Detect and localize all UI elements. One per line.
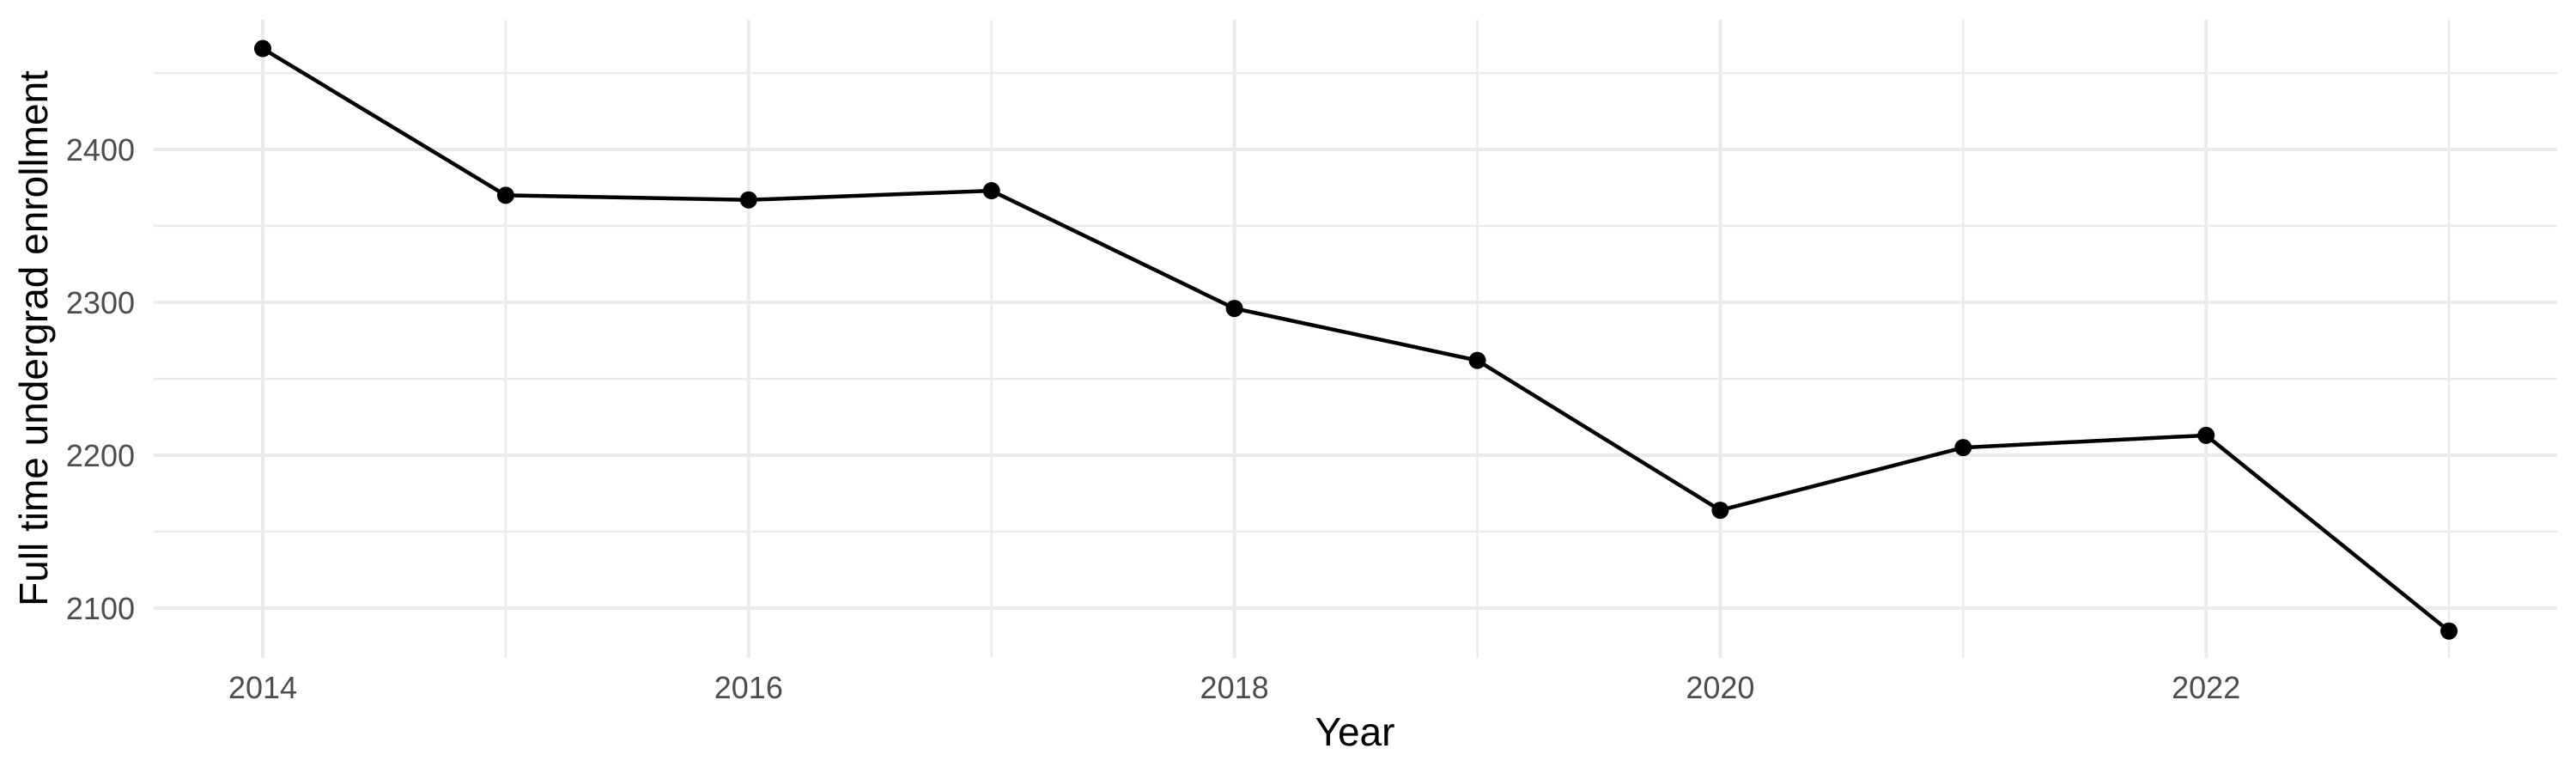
data-point-2019 [1468,351,1486,369]
data-series [254,40,2458,640]
data-point-2014 [254,40,271,58]
x-tick-label: 2014 [228,670,297,705]
data-point-2018 [1225,300,1243,318]
x-tick-label: 2016 [714,670,783,705]
data-point-2021 [1954,439,1972,457]
x-axis-title: Year [1315,709,1395,754]
minor-gridlines [154,20,2557,658]
axis-tick-labels: 2100 2200 2300 2400 2014 2016 2018 2020 2022 [66,132,2240,705]
x-tick-label: 2022 [2172,670,2240,705]
major-gridlines [154,20,2557,658]
y-tick-label: 2100 [66,591,135,626]
y-axis-title: Full time undergrad enrollment [11,70,56,606]
data-line [261,46,2451,633]
y-tick-label: 2300 [66,285,135,320]
data-point-2022 [2197,426,2215,444]
y-tick-label: 2200 [66,438,135,473]
data-point-2020 [1711,502,1729,520]
x-tick-label: 2018 [1200,670,1269,705]
y-tick-label: 2400 [66,132,135,167]
data-point-2023 [2440,622,2458,640]
data-point-2015 [496,186,514,204]
data-point-2017 [982,182,1000,200]
data-point-2016 [739,191,757,209]
x-tick-label: 2020 [1686,670,1754,705]
